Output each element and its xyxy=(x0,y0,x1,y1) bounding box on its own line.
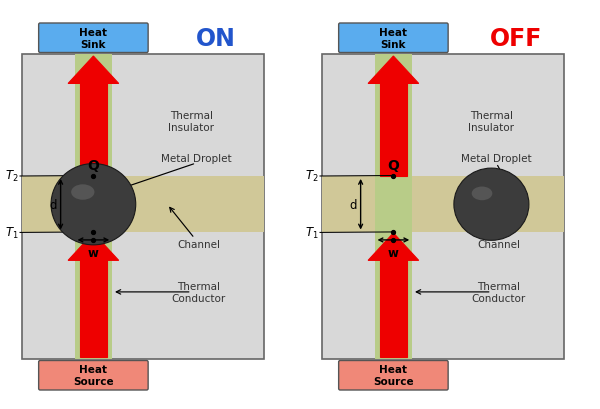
Ellipse shape xyxy=(51,164,136,245)
Text: $\mathbf{Q}$: $\mathbf{Q}$ xyxy=(88,157,100,173)
Text: Channel: Channel xyxy=(477,240,520,250)
Text: Metal Droplet: Metal Droplet xyxy=(161,154,232,164)
Text: Thermal
Insulator: Thermal Insulator xyxy=(469,111,514,133)
Text: Heat
Sink: Heat Sink xyxy=(379,28,407,49)
Bar xyxy=(322,55,564,359)
Text: Heat
Source: Heat Source xyxy=(373,364,414,386)
Text: $T_1$: $T_1$ xyxy=(305,226,319,241)
Ellipse shape xyxy=(71,185,94,200)
Text: Heat
Source: Heat Source xyxy=(73,364,114,386)
Text: Thermal
Insulator: Thermal Insulator xyxy=(169,111,214,133)
Ellipse shape xyxy=(454,169,529,241)
Text: w: w xyxy=(388,247,399,260)
FancyBboxPatch shape xyxy=(38,361,148,390)
Text: d: d xyxy=(350,198,357,211)
FancyBboxPatch shape xyxy=(338,361,448,390)
Polygon shape xyxy=(368,234,419,261)
Bar xyxy=(380,261,407,357)
Text: OFF: OFF xyxy=(490,27,542,52)
Text: w: w xyxy=(88,247,99,260)
Bar xyxy=(322,177,564,233)
Text: d: d xyxy=(50,198,57,211)
Bar xyxy=(80,261,107,357)
Text: $T_2$: $T_2$ xyxy=(305,169,319,184)
Bar xyxy=(74,55,112,359)
Text: Thermal
Conductor: Thermal Conductor xyxy=(172,281,226,303)
Polygon shape xyxy=(68,234,119,261)
Bar xyxy=(74,177,112,233)
Polygon shape xyxy=(368,57,419,84)
Text: Heat
Sink: Heat Sink xyxy=(79,28,107,49)
Text: $T_1$: $T_1$ xyxy=(5,226,19,241)
Text: Channel: Channel xyxy=(177,240,220,250)
Text: ON: ON xyxy=(196,27,236,52)
Text: $\mathbf{Q}$: $\mathbf{Q}$ xyxy=(388,157,400,173)
Bar xyxy=(374,55,412,359)
Text: Metal Droplet: Metal Droplet xyxy=(461,154,532,164)
Polygon shape xyxy=(68,57,119,84)
Ellipse shape xyxy=(472,187,493,201)
Bar xyxy=(80,84,107,176)
Text: Thermal
Conductor: Thermal Conductor xyxy=(472,281,526,303)
Bar xyxy=(374,177,412,233)
Bar xyxy=(380,84,407,176)
FancyBboxPatch shape xyxy=(338,24,448,53)
Bar xyxy=(22,177,264,233)
Text: $T_2$: $T_2$ xyxy=(5,169,19,184)
Bar xyxy=(22,55,264,359)
FancyBboxPatch shape xyxy=(38,24,148,53)
